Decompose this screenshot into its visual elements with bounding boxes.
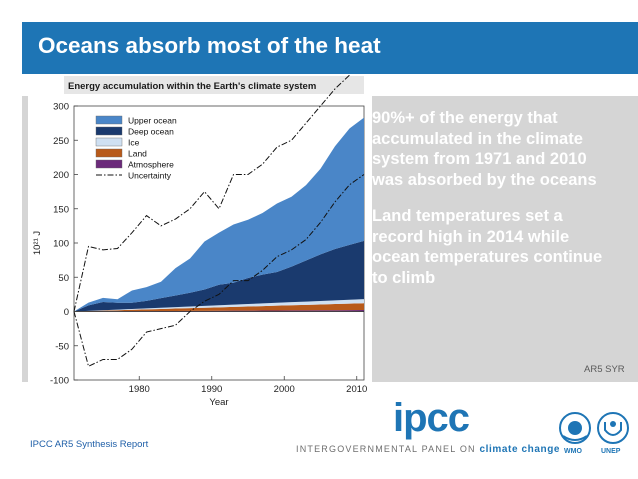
panel-name-prefix: INTERGOVERNMENTAL PANEL ON — [296, 444, 476, 454]
legend-swatch-ice — [95, 137, 123, 147]
bullet-list: 90%+ of the energy that accumulated in t… — [372, 108, 616, 304]
y-tick-label: -50 — [55, 341, 69, 352]
bullet-ocean-energy: 90%+ of the energy that accumulated in t… — [372, 109, 597, 189]
ipcc-wordmark: ipcc — [393, 396, 470, 440]
legend-label: Deep ocean — [128, 127, 174, 137]
wmo-logo-icon — [559, 412, 591, 444]
y-axis-label: 10²¹ J — [32, 231, 43, 256]
x-tick-label: 1980 — [129, 384, 150, 395]
legend-swatch-deep-ocean — [95, 126, 123, 136]
bullet-land-temperature: Land temperatures set a record high in 2… — [372, 207, 603, 287]
legend-label: Ice — [128, 138, 140, 148]
footer-text: IPCC AR5 Synthesis Report — [30, 439, 149, 450]
panel-name: INTERGOVERNMENTAL PANEL ON climate chang… — [296, 444, 560, 455]
y-tick-label: 0 — [64, 307, 69, 318]
legend-swatch-upper-ocean — [95, 115, 123, 125]
y-tick-label: 50 — [58, 273, 69, 284]
area-deep-ocean — [74, 240, 364, 312]
y-tick-label: 150 — [53, 204, 69, 215]
y-tick-label: 200 — [53, 170, 69, 181]
energy-chart-svg: Energy accumulation within the Earth's c… — [32, 50, 367, 408]
unep-label: UNEP — [601, 448, 621, 455]
area-upper-ocean — [74, 117, 364, 312]
y-tick-label: 300 — [53, 102, 69, 113]
legend-label: Upper ocean — [128, 116, 177, 126]
legend-label: Uncertainty — [128, 171, 172, 181]
chart-title-band — [64, 76, 364, 94]
uncertainty-upper-line — [73, 50, 365, 312]
chart-title: Energy accumulation within the Earth's c… — [68, 81, 316, 92]
slide-title: Oceans absorb most of the heat — [38, 33, 381, 58]
y-tick-label: 100 — [53, 239, 69, 250]
uncertainty-lower-line — [73, 174, 365, 368]
x-tick-label: 1990 — [201, 384, 222, 395]
area-ice — [74, 299, 364, 312]
y-tick-label: -100 — [50, 376, 69, 387]
legend-label: Atmosphere — [128, 160, 174, 170]
area-land — [74, 303, 364, 312]
x-tick-label: 2010 — [346, 384, 367, 395]
title-bar: Oceans absorb most of the heat — [22, 22, 638, 74]
reference-label: AR5 SYR — [584, 364, 625, 375]
x-axis-label: Year — [209, 397, 228, 408]
legend-swatch-land — [95, 148, 123, 158]
legend-label: Land — [128, 149, 147, 159]
unep-logo-icon — [597, 412, 629, 444]
legend-swatch-atmosphere — [95, 159, 123, 169]
y-tick-label: 250 — [53, 136, 69, 147]
x-tick-label: 2000 — [274, 384, 295, 395]
wmo-label: WMO — [564, 448, 582, 455]
energy-chart: Energy accumulation within the Earth's c… — [28, 50, 372, 410]
panel-name-highlight: climate change — [479, 444, 561, 455]
